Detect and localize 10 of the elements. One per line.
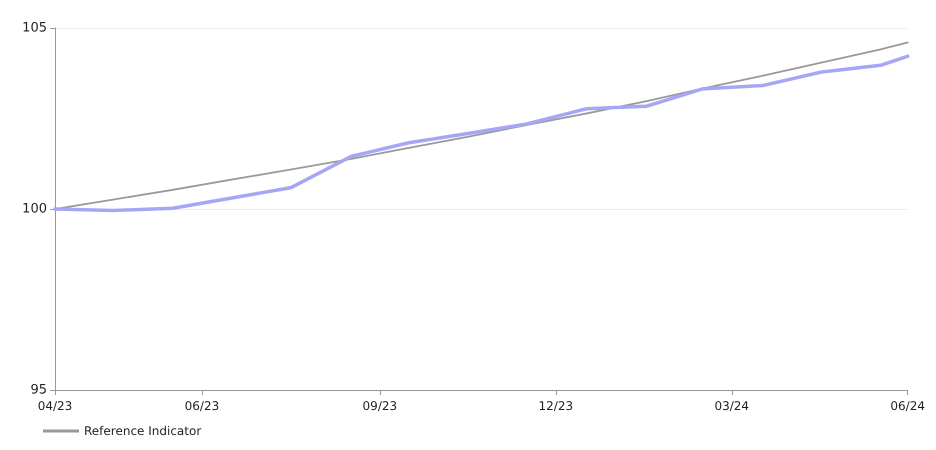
x-tick-label: 03/24 (714, 399, 750, 413)
y-tick-label: 100 (22, 202, 47, 216)
legend-label: Reference Indicator (84, 424, 202, 438)
x-tick-label: 06/23 (184, 399, 220, 413)
x-tick-label: 12/23 (538, 399, 574, 413)
x-tick-label: 09/23 (362, 399, 398, 413)
x-tick-label: 06/24 (890, 399, 926, 413)
y-tick-label: 105 (22, 20, 47, 36)
x-tick-label: 04/23 (38, 399, 72, 413)
y-tick-label: 95 (30, 382, 47, 398)
